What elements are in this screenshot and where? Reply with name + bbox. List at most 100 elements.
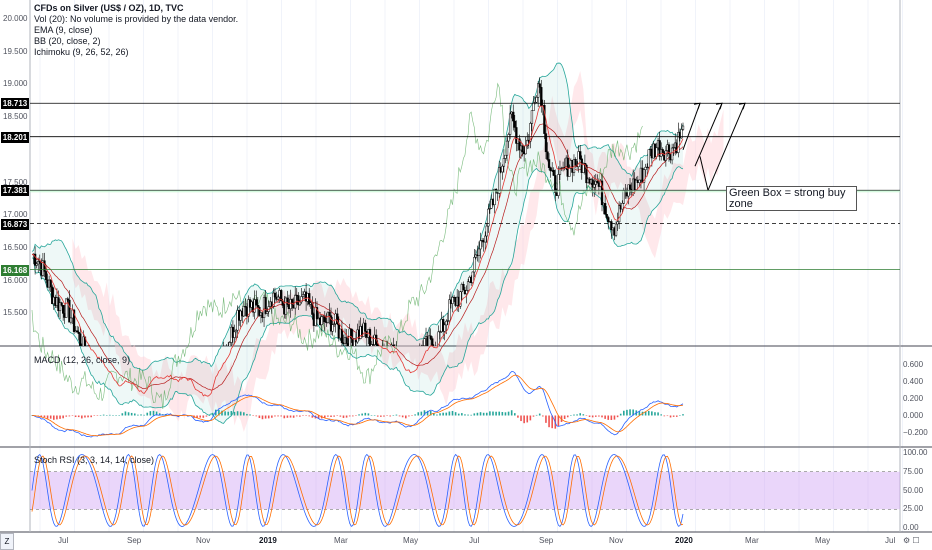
candle bbox=[574, 159, 577, 166]
macd-histogram-bar bbox=[591, 415, 594, 418]
legend-ichimoku[interactable]: Ichimoku (9, 26, 52, 26) bbox=[34, 47, 129, 57]
macd-histogram-bar bbox=[507, 411, 510, 416]
candle bbox=[485, 225, 488, 237]
buy-zone-band bbox=[30, 190, 900, 193]
macd-histogram-bar bbox=[149, 411, 152, 416]
macd-histogram-bar bbox=[582, 414, 585, 416]
macd-histogram-bar bbox=[404, 415, 407, 419]
macd-histogram-bar bbox=[408, 415, 410, 417]
macd-histogram-bar bbox=[439, 413, 441, 416]
macd-histogram-bar bbox=[277, 415, 279, 417]
macd-histogram-bar bbox=[59, 415, 61, 419]
candle bbox=[466, 281, 470, 291]
price-tick-label: 15.500 bbox=[3, 308, 28, 318]
candle bbox=[431, 338, 434, 346]
candle bbox=[593, 184, 596, 188]
candle bbox=[77, 331, 80, 334]
macd-histogram-bar bbox=[423, 410, 426, 416]
macd-histogram-bar bbox=[389, 415, 392, 417]
candle bbox=[427, 335, 431, 346]
legend-ema[interactable]: EMA (9, close) bbox=[34, 25, 93, 35]
macd-histogram-bar bbox=[143, 414, 145, 416]
candle bbox=[538, 83, 541, 88]
macd-histogram-bar bbox=[121, 413, 124, 416]
candle bbox=[529, 123, 532, 142]
macd-histogram-bar bbox=[417, 412, 420, 416]
macd-histogram-bar bbox=[196, 415, 198, 419]
stoch-rsi-title[interactable]: Stoch RSI (3, 3, 14, 14, close) bbox=[34, 455, 155, 465]
ema-line bbox=[31, 105, 684, 397]
macd-histogram-bar bbox=[74, 415, 77, 418]
macd-histogram-bar bbox=[118, 415, 121, 416]
macd-histogram-bar bbox=[102, 414, 105, 416]
macd-histogram-bar bbox=[202, 415, 205, 418]
legend-vol[interactable]: Vol (20): No volume is provided by the d… bbox=[34, 14, 239, 24]
macd-histogram-bar bbox=[355, 415, 357, 416]
candle bbox=[376, 344, 379, 346]
macd-histogram-bar bbox=[171, 415, 173, 416]
macd-histogram-bar bbox=[40, 415, 43, 418]
time-tick-label: Jul bbox=[469, 536, 480, 545]
macd-histogram-bar bbox=[520, 415, 522, 422]
macd-histogram-bar bbox=[339, 415, 342, 417]
legend-bb[interactable]: BB (20, close, 2) bbox=[34, 36, 101, 46]
macd-histogram-bar bbox=[292, 415, 295, 418]
macd-histogram-bar bbox=[93, 415, 96, 416]
candle bbox=[297, 295, 300, 306]
candle bbox=[298, 301, 302, 306]
price-tag: 17.381 bbox=[1, 185, 29, 197]
macd-histogram-bar bbox=[632, 409, 634, 416]
candle bbox=[647, 149, 650, 168]
macd-title[interactable]: MACD (12, 26, close, 9) bbox=[34, 355, 131, 365]
candle bbox=[61, 305, 65, 314]
candle bbox=[638, 179, 641, 183]
macd-histogram-bar bbox=[124, 411, 127, 416]
projection-arrow bbox=[707, 103, 746, 191]
candle bbox=[242, 306, 245, 317]
rsi-tick-label: 50.00 bbox=[903, 485, 924, 495]
price-tag: 18.713 bbox=[1, 98, 29, 110]
candle bbox=[459, 291, 462, 307]
price-tick-label: 19.000 bbox=[3, 79, 28, 89]
time-tick-label: May bbox=[403, 536, 419, 545]
macd-histogram-bar bbox=[598, 415, 600, 417]
candle bbox=[680, 129, 683, 139]
candle bbox=[672, 147, 675, 149]
macd-histogram-bar bbox=[647, 410, 650, 416]
macd-histogram-bar bbox=[267, 415, 270, 419]
macd-histogram-bar bbox=[411, 415, 413, 416]
macd-histogram-bar bbox=[398, 415, 401, 417]
macd-histogram-bar bbox=[576, 414, 578, 416]
symbol-title[interactable]: CFDs on Silver (US$ / OZ), 1D, TVC bbox=[34, 3, 184, 13]
time-tick-label: Jul bbox=[58, 536, 69, 545]
candle bbox=[280, 290, 283, 302]
candle bbox=[437, 331, 440, 346]
projection-arrow bbox=[682, 103, 701, 151]
candle bbox=[530, 110, 534, 124]
price-tick-label: 18.500 bbox=[3, 112, 28, 122]
candles-group bbox=[32, 77, 685, 346]
macd-histogram-bar bbox=[604, 415, 606, 419]
macd-histogram-bar bbox=[299, 415, 301, 417]
macd-histogram-bar bbox=[504, 412, 507, 416]
candle bbox=[244, 306, 247, 308]
settings-icon[interactable]: ⚙ ☐ bbox=[903, 536, 920, 545]
candle bbox=[591, 179, 594, 188]
annotation-box[interactable]: Green Box = strong buy zone bbox=[726, 186, 857, 211]
macd-histogram-bar bbox=[283, 415, 286, 419]
candle bbox=[336, 313, 339, 325]
bb-lower bbox=[31, 166, 684, 424]
scale-mode-button[interactable]: Z bbox=[0, 533, 14, 550]
macd-histogram-bar bbox=[551, 415, 553, 429]
macd-histogram-bar bbox=[46, 415, 49, 419]
macd-histogram-bar bbox=[243, 412, 245, 416]
candle bbox=[546, 151, 549, 160]
candle bbox=[505, 140, 509, 156]
macd-histogram-bar bbox=[383, 415, 385, 417]
candle bbox=[596, 180, 599, 184]
candle bbox=[568, 168, 571, 177]
macd-histogram-bar bbox=[62, 415, 64, 419]
macd-histogram-bar bbox=[53, 415, 55, 420]
